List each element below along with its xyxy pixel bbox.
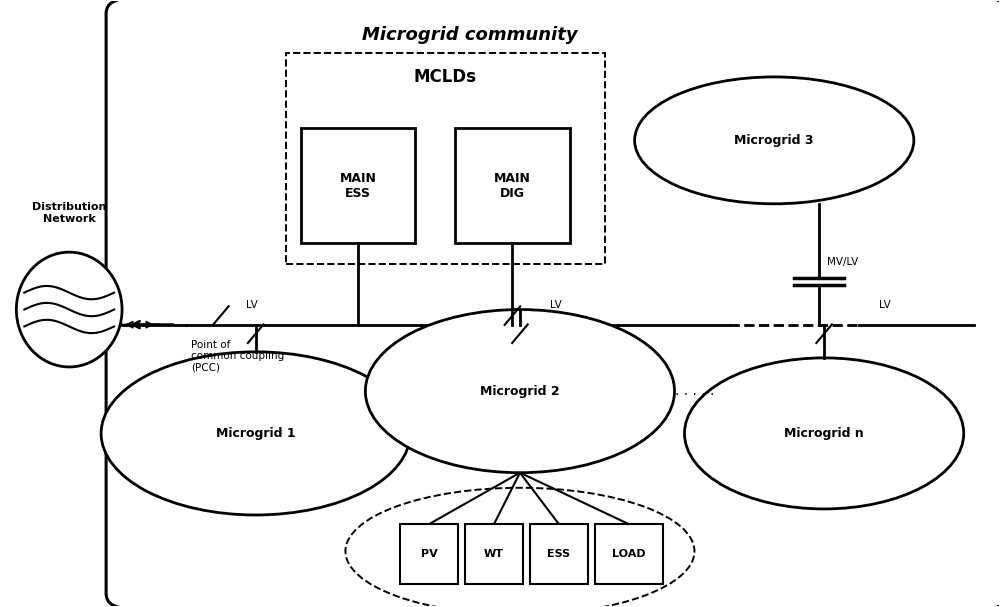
Text: MAIN
ESS: MAIN ESS <box>339 172 376 200</box>
Text: ESS: ESS <box>547 549 570 559</box>
Text: LV: LV <box>879 299 891 310</box>
Ellipse shape <box>684 358 964 509</box>
Text: Point of
common coupling
(PCC): Point of common coupling (PCC) <box>191 340 284 373</box>
Text: Microgrid 1: Microgrid 1 <box>216 427 295 440</box>
Text: Microgrid n: Microgrid n <box>784 427 864 440</box>
Text: PV: PV <box>421 549 438 559</box>
Text: MCLDs: MCLDs <box>414 68 477 86</box>
Text: Distribution
Network: Distribution Network <box>32 202 106 223</box>
Text: Microgrid 2: Microgrid 2 <box>480 385 560 398</box>
Text: Microgrid 3: Microgrid 3 <box>734 134 814 147</box>
FancyBboxPatch shape <box>400 524 458 585</box>
Ellipse shape <box>635 77 914 204</box>
FancyBboxPatch shape <box>301 128 415 243</box>
FancyBboxPatch shape <box>106 0 1000 607</box>
Text: MV/LV: MV/LV <box>827 257 858 267</box>
Text: LV: LV <box>550 299 562 310</box>
Text: WT: WT <box>484 549 504 559</box>
Text: LOAD: LOAD <box>612 549 645 559</box>
Text: Microgrid community: Microgrid community <box>362 25 578 44</box>
Ellipse shape <box>101 352 410 515</box>
FancyBboxPatch shape <box>286 53 605 264</box>
Ellipse shape <box>365 310 675 473</box>
Text: LV: LV <box>246 299 257 310</box>
Text: . . . . .: . . . . . <box>675 384 714 398</box>
FancyBboxPatch shape <box>530 524 588 585</box>
Ellipse shape <box>16 252 122 367</box>
Text: MAIN
DIG: MAIN DIG <box>494 172 531 200</box>
FancyBboxPatch shape <box>455 128 570 243</box>
FancyBboxPatch shape <box>465 524 523 585</box>
FancyBboxPatch shape <box>595 524 663 585</box>
